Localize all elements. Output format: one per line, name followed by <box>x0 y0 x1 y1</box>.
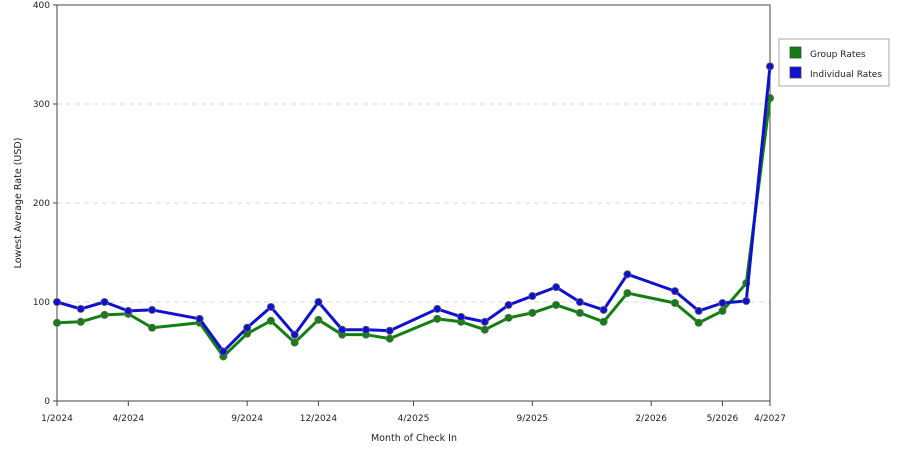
data-point <box>599 305 608 314</box>
data-point <box>504 313 513 322</box>
data-point <box>433 314 442 323</box>
data-point <box>148 323 157 332</box>
data-point <box>552 283 561 292</box>
data-point <box>670 287 679 296</box>
y-axis-label: Lowest Average Rate (USD) <box>13 138 24 269</box>
legend-label: Individual Rates <box>810 70 882 80</box>
data-point <box>100 297 109 306</box>
legend-label: Group Rates <box>810 50 866 60</box>
data-point <box>100 310 109 319</box>
data-point <box>433 304 442 313</box>
y-tick-label: 0 <box>44 397 50 407</box>
axes: 0 100 200 300 400 1/2024 4/2024 9/2024 12/2024 4/… <box>33 1 786 424</box>
data-point <box>504 300 513 309</box>
data-point <box>124 306 133 315</box>
data-point <box>195 314 204 323</box>
y-tick-label: 300 <box>33 100 50 110</box>
x-tick-label: 1/2024 <box>41 414 73 424</box>
data-point <box>76 304 85 313</box>
y-tick-label: 400 <box>33 1 50 11</box>
x-tick-label: 9/2024 <box>231 414 263 424</box>
data-point <box>694 306 703 315</box>
data-point <box>623 270 632 279</box>
data-point <box>766 62 775 71</box>
data-point <box>338 325 347 334</box>
data-point <box>599 317 608 326</box>
legend-swatch <box>789 46 802 59</box>
data-point <box>148 305 157 314</box>
data-point <box>243 323 252 332</box>
y-tick-label: 100 <box>33 298 50 308</box>
data-point <box>694 318 703 327</box>
data-point <box>670 298 679 307</box>
data-point <box>742 297 751 306</box>
data-point <box>718 298 727 307</box>
data-point <box>552 300 561 309</box>
data-point <box>361 325 370 334</box>
data-point <box>314 297 323 306</box>
data-point <box>480 317 489 326</box>
data-point <box>623 289 632 298</box>
data-point <box>53 297 62 306</box>
data-point <box>528 308 537 317</box>
data-point <box>290 338 299 347</box>
data-point <box>266 302 275 311</box>
data-point <box>480 325 489 334</box>
x-tick-label: 4/2024 <box>112 414 144 424</box>
data-point <box>266 316 275 325</box>
data-point <box>718 306 727 315</box>
y-tick-label: 200 <box>33 199 50 209</box>
data-point <box>314 315 323 324</box>
legend: Group Rates Individual Rates <box>778 38 890 87</box>
x-tick-label: 4/2027 <box>754 414 786 424</box>
legend-swatch <box>789 66 802 79</box>
data-point <box>385 334 394 343</box>
data-point <box>457 312 466 321</box>
data-point <box>76 317 85 326</box>
data-point <box>219 347 228 356</box>
x-tick-label: 12/2024 <box>300 414 338 424</box>
series-line-0 <box>56 97 772 358</box>
x-tick-label: 9/2025 <box>516 414 548 424</box>
data-point <box>385 326 394 335</box>
data-point <box>290 330 299 339</box>
data-point <box>53 318 62 327</box>
data-point <box>575 308 584 317</box>
x-tick-label: 2/2026 <box>635 414 667 424</box>
series-line-1 <box>56 66 772 353</box>
x-tick-label: 5/2026 <box>707 414 739 424</box>
series-lines <box>53 62 775 361</box>
data-point <box>575 297 584 306</box>
x-tick-label: 4/2025 <box>398 414 430 424</box>
x-axis-label: Month of Check In <box>371 433 457 444</box>
grid <box>57 103 770 303</box>
data-point <box>528 292 537 301</box>
